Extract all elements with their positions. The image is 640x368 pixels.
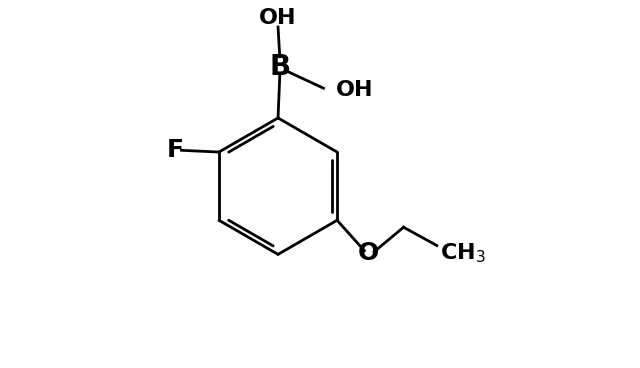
Text: OH: OH	[259, 8, 297, 28]
Text: F: F	[167, 138, 184, 162]
Text: OH: OH	[336, 80, 373, 100]
Text: B: B	[269, 53, 291, 81]
Text: CH$_3$: CH$_3$	[440, 242, 486, 265]
Text: O: O	[358, 241, 380, 265]
